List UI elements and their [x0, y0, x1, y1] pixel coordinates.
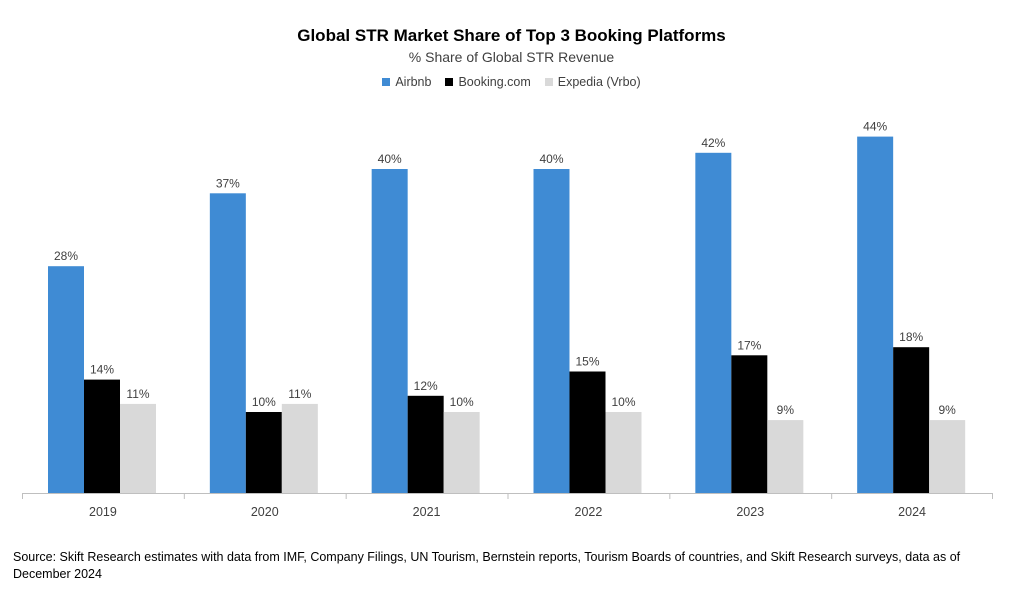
bar-airbnb	[857, 136, 894, 493]
bar-airbnb	[533, 169, 570, 493]
bar-booking-com	[407, 395, 444, 493]
bar-booking-com	[893, 347, 930, 493]
data-label: 10%	[252, 395, 276, 409]
data-label: 37%	[216, 176, 240, 190]
legend-label-airbnb: Airbnb	[395, 75, 432, 89]
x-tick-label: 2024	[898, 505, 926, 519]
bar-expedia-vrbo-	[929, 420, 966, 493]
legend-label-expedia: Expedia (Vrbo)	[557, 75, 641, 89]
legend-item-booking: Booking.com	[445, 75, 531, 89]
x-tick-label: 2019	[89, 505, 117, 519]
data-label: 10%	[611, 395, 635, 409]
data-label: 15%	[575, 355, 599, 369]
source-note: Source: Skift Research estimates with da…	[13, 550, 961, 581]
data-label: 42%	[701, 136, 725, 150]
data-label: 9%	[938, 403, 956, 417]
x-tick-label: 2022	[575, 505, 603, 519]
bar-airbnb	[48, 266, 84, 493]
data-label: 12%	[414, 379, 438, 393]
chart-title: Global STR Market Share of Top 3 Booking…	[297, 26, 726, 45]
bar-expedia-vrbo-	[120, 403, 156, 493]
bar-expedia-vrbo-	[281, 403, 318, 493]
legend-swatch-booking	[445, 78, 454, 86]
bar-expedia-vrbo-	[605, 412, 642, 493]
legend-swatch-airbnb	[382, 78, 391, 86]
data-label: 17%	[737, 338, 761, 352]
data-label: 44%	[863, 120, 887, 134]
data-label: 40%	[378, 152, 402, 166]
data-label: 11%	[288, 387, 311, 401]
data-label: 11%	[126, 387, 149, 401]
bar-airbnb	[209, 193, 246, 494]
data-label: 10%	[450, 395, 474, 409]
legend-label-booking: Booking.com	[458, 75, 531, 89]
data-label: 14%	[90, 363, 114, 377]
data-label: 40%	[539, 152, 563, 166]
bar-booking-com	[84, 379, 120, 493]
bar-airbnb	[695, 152, 732, 494]
data-label: 18%	[899, 330, 923, 344]
chart-subtitle: % Share of Global STR Revenue	[408, 49, 615, 65]
bar-airbnb	[371, 169, 408, 493]
bar-booking-com	[245, 412, 282, 493]
bar-booking-com	[569, 371, 606, 493]
x-tick-label: 2023	[736, 505, 764, 519]
data-label: 9%	[777, 403, 795, 417]
legend: Airbnb Booking.com Expedia (Vrbo)	[0, 75, 1023, 89]
x-tick-label: 2021	[413, 505, 441, 519]
data-label: 28%	[54, 249, 78, 263]
x-tick-label: 2020	[251, 505, 279, 519]
bar-expedia-vrbo-	[443, 412, 480, 493]
legend-item-expedia: Expedia (Vrbo)	[544, 75, 641, 89]
bar-expedia-vrbo-	[767, 420, 804, 493]
bar-booking-com	[731, 355, 768, 493]
legend-item-airbnb: Airbnb	[382, 75, 431, 89]
legend-swatch-expedia	[544, 78, 553, 86]
